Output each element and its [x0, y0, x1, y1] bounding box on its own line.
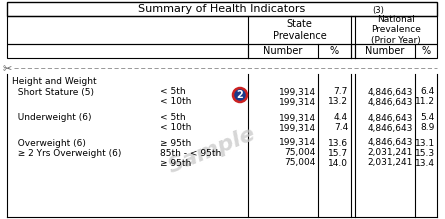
- Text: Overweight (6): Overweight (6): [12, 138, 86, 148]
- Text: 2: 2: [237, 90, 243, 100]
- Text: 13.2: 13.2: [328, 97, 348, 106]
- Circle shape: [233, 88, 247, 102]
- Text: 2,031,241: 2,031,241: [368, 159, 413, 168]
- Bar: [7, 16, 437, 44]
- Text: 8.9: 8.9: [421, 124, 435, 132]
- Text: 15.7: 15.7: [328, 148, 348, 157]
- Text: 13.6: 13.6: [328, 138, 348, 148]
- Text: 199,314: 199,314: [279, 97, 316, 106]
- Text: Height and Weight: Height and Weight: [12, 78, 97, 87]
- Text: 199,314: 199,314: [279, 124, 316, 132]
- Text: %: %: [330, 46, 339, 56]
- Text: 6.4: 6.4: [421, 88, 435, 97]
- Text: 4,846,643: 4,846,643: [368, 88, 413, 97]
- Text: 4.4: 4.4: [334, 113, 348, 122]
- Text: 7.7: 7.7: [334, 88, 348, 97]
- Text: ✂: ✂: [3, 64, 12, 74]
- Text: < 10th: < 10th: [160, 124, 191, 132]
- Text: Sample: Sample: [165, 124, 259, 177]
- Text: State
Prevalence: State Prevalence: [273, 19, 326, 41]
- Text: 15.3: 15.3: [415, 148, 435, 157]
- Text: 4,846,643: 4,846,643: [368, 113, 413, 122]
- Text: 5.4: 5.4: [421, 113, 435, 122]
- Bar: [7, 2, 437, 16]
- Text: Short Stature (5): Short Stature (5): [12, 88, 94, 97]
- Text: %: %: [421, 46, 431, 56]
- Text: ≥ 95th: ≥ 95th: [160, 159, 191, 168]
- Text: < 10th: < 10th: [160, 97, 191, 106]
- Text: < 5th: < 5th: [160, 113, 186, 122]
- Text: ≥ 95th: ≥ 95th: [160, 138, 191, 148]
- Text: Number: Number: [263, 46, 303, 56]
- Text: 199,314: 199,314: [279, 88, 316, 97]
- Text: 7.4: 7.4: [334, 124, 348, 132]
- Text: ≥ 2 Yrs Overweight (6): ≥ 2 Yrs Overweight (6): [12, 148, 121, 157]
- Text: < 5th: < 5th: [160, 88, 186, 97]
- Text: 75,004: 75,004: [285, 159, 316, 168]
- Text: 2,031,241: 2,031,241: [368, 148, 413, 157]
- Text: 13.4: 13.4: [415, 159, 435, 168]
- Text: 75,004: 75,004: [285, 148, 316, 157]
- Text: 4,846,643: 4,846,643: [368, 138, 413, 148]
- Text: 11.2: 11.2: [415, 97, 435, 106]
- Text: 13.1: 13.1: [415, 138, 435, 148]
- Text: 199,314: 199,314: [279, 138, 316, 148]
- Text: 85th - < 95th: 85th - < 95th: [160, 148, 221, 157]
- Text: 4,846,643: 4,846,643: [368, 124, 413, 132]
- Text: Underweight (6): Underweight (6): [12, 113, 92, 122]
- Text: 14.0: 14.0: [328, 159, 348, 168]
- Text: Summary of Health Indicators: Summary of Health Indicators: [138, 4, 306, 14]
- Text: 4,846,643: 4,846,643: [368, 97, 413, 106]
- Text: National
Prevalence
(Prior Year): National Prevalence (Prior Year): [371, 15, 421, 45]
- Bar: [7, 44, 437, 58]
- Text: (3): (3): [372, 6, 384, 15]
- Text: 199,314: 199,314: [279, 113, 316, 122]
- Text: Number: Number: [365, 46, 405, 56]
